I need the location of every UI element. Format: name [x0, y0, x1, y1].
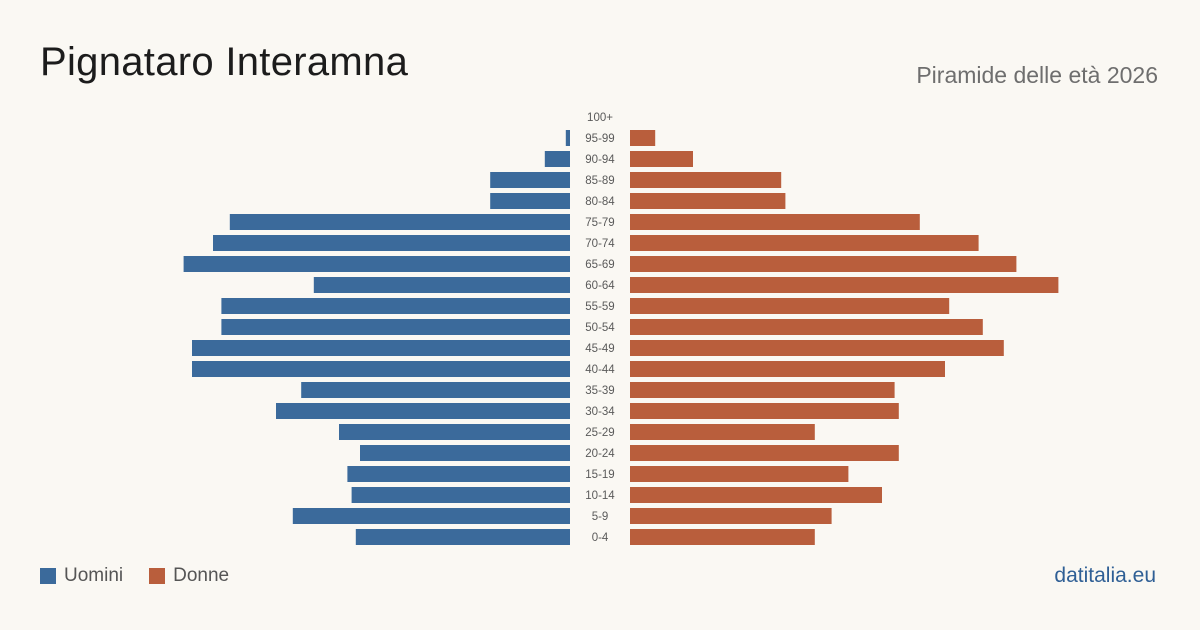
- age-label-90-94: 90-94: [585, 154, 615, 166]
- age-label-15-19: 15-19: [585, 469, 614, 481]
- bar-men-35-39: [301, 382, 570, 398]
- bar-women-15-19: [630, 466, 849, 482]
- bar-men-70-74: [213, 235, 570, 251]
- legend: Uomini Donne: [40, 565, 229, 587]
- brand-link[interactable]: datitalia.eu: [1054, 564, 1156, 587]
- bar-men-10-14: [351, 487, 570, 503]
- legend-item-men: Uomini: [40, 565, 123, 587]
- bar-women-40-44: [630, 361, 945, 377]
- bar-women-45-49: [630, 340, 1004, 356]
- bar-women-55-59: [630, 298, 950, 314]
- legend-item-women: Donne: [149, 565, 229, 587]
- age-label-95-99: 95-99: [585, 133, 614, 145]
- bar-men-0-4: [355, 529, 570, 545]
- bar-women-65-69: [630, 256, 1017, 272]
- age-label-5-9: 5-9: [592, 511, 609, 523]
- bar-men-80-84: [490, 193, 570, 209]
- age-label-45-49: 45-49: [585, 343, 614, 355]
- bar-women-60-64: [630, 277, 1059, 293]
- bar-men-15-19: [347, 466, 570, 482]
- page-title: Pignataro Interamna: [40, 40, 409, 84]
- age-label-0-4: 0-4: [592, 532, 609, 544]
- age-label-85-89: 85-89: [585, 175, 614, 187]
- age-label-55-59: 55-59: [585, 301, 614, 313]
- bar-men-25-29: [339, 424, 570, 440]
- bar-men-55-59: [221, 298, 570, 314]
- bar-women-75-79: [630, 214, 920, 230]
- bar-women-0-4: [630, 529, 815, 545]
- bar-men-45-49: [192, 340, 570, 356]
- bar-women-5-9: [630, 508, 832, 524]
- age-label-40-44: 40-44: [585, 364, 615, 376]
- chart-subtitle: Piramide delle età 2026: [916, 62, 1158, 88]
- bar-men-75-79: [229, 214, 571, 230]
- bar-women-50-54: [630, 319, 983, 335]
- legend-swatch-women: [149, 568, 166, 584]
- age-label-35-39: 35-39: [585, 385, 614, 397]
- age-label-20-24: 20-24: [585, 448, 615, 460]
- bar-women-80-84: [630, 193, 786, 209]
- age-label-50-54: 50-54: [585, 322, 615, 334]
- age-label-75-79: 75-79: [585, 217, 614, 229]
- bar-women-70-74: [630, 235, 979, 251]
- bar-men-90-94: [544, 151, 570, 167]
- bar-women-35-39: [630, 382, 895, 398]
- bar-men-60-64: [313, 277, 570, 293]
- age-label-30-34: 30-34: [585, 406, 615, 418]
- legend-label-men: Uomini: [64, 565, 124, 586]
- legend-swatch-men: [40, 568, 56, 584]
- bar-men-40-44: [192, 361, 570, 377]
- legend-label-women: Donne: [173, 565, 230, 586]
- bar-men-5-9: [292, 508, 570, 524]
- bar-women-90-94: [630, 151, 693, 167]
- bar-men-20-24: [360, 445, 570, 461]
- bar-men-30-34: [276, 403, 570, 419]
- bar-women-30-34: [630, 403, 899, 419]
- age-label-10-14: 10-14: [585, 490, 615, 502]
- age-label-60-64: 60-64: [585, 280, 615, 292]
- bar-women-25-29: [630, 424, 815, 440]
- age-label-65-69: 65-69: [585, 259, 614, 271]
- bar-women-10-14: [630, 487, 882, 503]
- bar-women-95-99: [630, 130, 656, 146]
- bar-women-20-24: [630, 445, 899, 461]
- bar-men-85-89: [490, 172, 570, 188]
- age-label-25-29: 25-29: [585, 427, 614, 439]
- bar-women-85-89: [630, 172, 782, 188]
- bar-men-95-99: [565, 130, 570, 146]
- bar-men-50-54: [221, 319, 570, 335]
- bar-men-65-69: [183, 256, 570, 272]
- age-label-100+: 100+: [587, 112, 613, 124]
- age-label-80-84: 80-84: [585, 196, 615, 208]
- age-label-70-74: 70-74: [585, 238, 615, 250]
